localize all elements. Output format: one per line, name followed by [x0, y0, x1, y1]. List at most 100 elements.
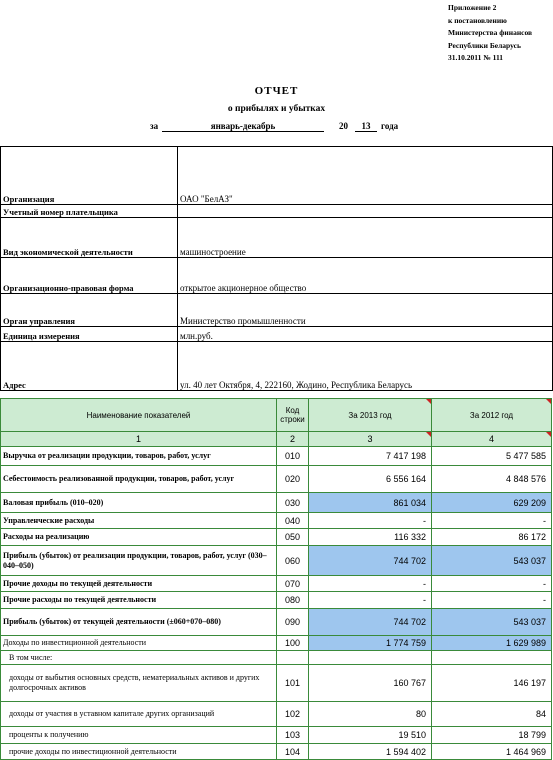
row-code: 100 — [276, 635, 309, 651]
row-code: 040 — [276, 512, 309, 529]
info-row: Адрес ул. 40 лет Октября, 4, 222160, Жод… — [0, 341, 553, 391]
row-name: Валовая прибыль (010–020) — [0, 492, 277, 513]
info-value: машиностроение — [177, 217, 553, 258]
row-value-2013: - — [308, 575, 432, 592]
info-label: Организация — [0, 146, 178, 205]
header-name: Наименование показателей — [0, 398, 277, 432]
header-2012: За 2012 год — [431, 398, 552, 432]
table-row: Валовая прибыль (010–020) 030 861 034 62… — [0, 492, 552, 513]
row-name: Прочие расходы по текущей деятельности — [0, 591, 277, 609]
info-value: ул. 40 лет Октября, 4, 222160, Жодино, Р… — [177, 341, 553, 391]
row-name: Себестоимость реализованной продукции, т… — [0, 465, 277, 493]
info-row: Организация ОАО "БелАЗ" — [0, 146, 553, 205]
column-number: 1 — [0, 431, 277, 447]
row-code: 010 — [276, 446, 309, 466]
row-name: Прочие доходы по текущей деятельности — [0, 575, 277, 592]
row-name: доходы от выбытия основных средств, нема… — [0, 664, 277, 702]
row-value-2013: - — [308, 591, 432, 609]
row-value-2012: 4 848 576 — [431, 465, 552, 493]
header-code: Код строки — [276, 398, 309, 432]
profit-loss-table: Наименование показателей Код строки За 2… — [0, 398, 552, 760]
row-code: 080 — [276, 591, 309, 609]
approval-line: Республики Беларусь — [448, 40, 521, 50]
row-value-2012: - — [431, 512, 552, 529]
period-value: январь-декабрь — [162, 121, 324, 132]
organization-info-table: Организация ОАО "БелАЗ" Учетный номер пл… — [0, 146, 553, 391]
info-value — [177, 204, 553, 218]
row-value-2013: 1 594 402 — [308, 743, 432, 760]
table-row: Управленческие расходы 040 - - — [0, 512, 552, 529]
row-code: 060 — [276, 545, 309, 576]
approval-line: Приложение 2 — [448, 3, 497, 12]
info-label: Организационно-правовая форма — [0, 257, 178, 294]
row-code: 103 — [276, 726, 309, 744]
report-period: за январь-декабрь 20 13 года — [0, 121, 553, 135]
info-label: Учетный номер плательщика — [0, 204, 178, 218]
row-name: Управленческие расходы — [0, 512, 277, 529]
info-label: Вид экономической деятельности — [0, 217, 178, 258]
row-value-2012: - — [431, 575, 552, 592]
row-name: Прибыль (убыток) от реализации продукции… — [0, 545, 277, 576]
row-value-2013: 19 510 — [308, 726, 432, 744]
info-value: Министерство промышленности — [177, 293, 553, 327]
row-code: 030 — [276, 492, 309, 513]
info-row: Учетный номер плательщика — [0, 204, 553, 218]
row-code: 104 — [276, 743, 309, 760]
row-code: 050 — [276, 528, 309, 546]
row-name: Выручка от реализации продукции, товаров… — [0, 446, 277, 466]
row-code: 102 — [276, 701, 309, 727]
column-number: 3 — [308, 431, 432, 447]
info-value: открытое акционерное общество — [177, 257, 553, 294]
approval-line: 31.10.2011 № 111 — [448, 53, 504, 63]
table-header-row: Наименование показателей Код строки За 2… — [0, 398, 552, 432]
row-name: Доходы по инвестиционной деятельности — [0, 635, 277, 651]
row-value-2012: 629 209 — [431, 492, 552, 513]
report-title: ОТЧЕТ — [254, 85, 299, 97]
info-label: Орган управления — [0, 293, 178, 327]
row-name: прочие доходы по инвестиционной деятельн… — [0, 743, 277, 760]
table-row: проценты к получению 103 19 510 18 799 — [0, 726, 552, 744]
info-label: Адрес — [0, 341, 178, 391]
row-code: 020 — [276, 465, 309, 493]
year-prefix: 20 — [339, 121, 348, 131]
row-value-2012: 543 037 — [431, 608, 552, 636]
table-row: Расходы на реализацию 050 116 332 86 172 — [0, 528, 552, 546]
info-row: Единица измерения млн.руб. — [0, 326, 553, 342]
row-value-2012: - — [431, 591, 552, 609]
row-value-2013: - — [308, 512, 432, 529]
row-value-2013 — [308, 650, 432, 665]
row-code: 070 — [276, 575, 309, 592]
row-value-2012 — [431, 650, 552, 665]
row-value-2013: 744 702 — [308, 545, 432, 576]
table-row: Прибыль (убыток) от текущей деятельности… — [0, 608, 552, 636]
row-value-2012: 1 464 969 — [431, 743, 552, 760]
row-value-2013: 744 702 — [308, 608, 432, 636]
year-value: 13 — [355, 121, 377, 132]
row-name: Прибыль (убыток) от текущей деятельности… — [0, 608, 277, 636]
row-value-2013: 6 556 164 — [308, 465, 432, 493]
info-row: Организационно-правовая форма открытое а… — [0, 257, 553, 294]
row-name: Расходы на реализацию — [0, 528, 277, 546]
row-name: доходы от участия в уставном капитале др… — [0, 701, 277, 727]
row-name: проценты к получению — [0, 726, 277, 744]
row-value-2012: 86 172 — [431, 528, 552, 546]
row-value-2013: 7 417 198 — [308, 446, 432, 466]
row-value-2013: 80 — [308, 701, 432, 727]
row-value-2012: 1 629 989 — [431, 635, 552, 651]
column-number-row: 1 2 3 4 — [0, 431, 552, 447]
approval-line: к постановлению — [448, 15, 507, 25]
row-value-2013: 116 332 — [308, 528, 432, 546]
row-value-2012: 18 799 — [431, 726, 552, 744]
row-value-2012: 543 037 — [431, 545, 552, 576]
row-value-2013: 861 034 — [308, 492, 432, 513]
row-value-2013: 160 767 — [308, 664, 432, 702]
row-value-2012: 146 197 — [431, 664, 552, 702]
info-row: Орган управления Министерство промышленн… — [0, 293, 553, 327]
info-value: ОАО "БелАЗ" — [177, 146, 553, 205]
approval-line: Министерства финансов — [448, 28, 533, 38]
column-number: 4 — [431, 431, 552, 447]
row-value-2013: 1 774 759 — [308, 635, 432, 651]
table-row: Себестоимость реализованной продукции, т… — [0, 465, 552, 493]
table-row: доходы от выбытия основных средств, нема… — [0, 664, 552, 702]
table-row: доходы от участия в уставном капитале др… — [0, 701, 552, 727]
